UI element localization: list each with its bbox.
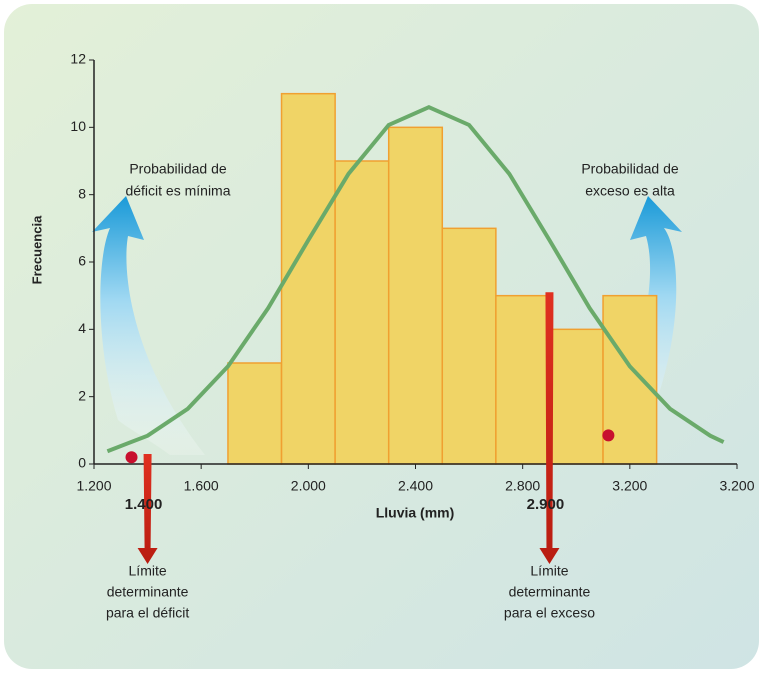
threshold-note: Límite	[129, 563, 167, 579]
threshold-note: para el déficit	[106, 605, 189, 621]
annotation: déficit es mínima	[125, 183, 230, 199]
threshold-note: Límite	[530, 563, 568, 579]
x-axis-label: Lluvia (mm)	[376, 505, 455, 521]
bar	[548, 328, 604, 465]
x-tick-label: 1.200	[76, 478, 111, 494]
y-tick-label: 4	[78, 320, 86, 336]
y-axis-label: Frecuencia	[29, 215, 44, 284]
annotation: Probabilidad de	[581, 161, 679, 177]
annotation: exceso es alta	[585, 183, 675, 199]
annotation: Probabilidad de	[129, 161, 227, 177]
x-tick-label: 2.400	[398, 478, 433, 494]
bar	[334, 160, 390, 465]
threshold-note: para el exceso	[504, 605, 595, 621]
bar	[441, 227, 497, 465]
y-tick-label: 8	[78, 185, 86, 201]
bar	[387, 126, 444, 465]
point	[602, 429, 615, 442]
bar	[280, 92, 336, 465]
x-tick-label: 3.200	[612, 478, 647, 494]
threshold-arrow	[137, 454, 158, 564]
y-tick-label: 2	[78, 387, 86, 403]
arrow-right	[600, 196, 682, 445]
threshold-note: determinante	[509, 584, 591, 600]
point	[125, 451, 138, 464]
threshold-note: determinante	[107, 584, 189, 600]
x-tick-label: 3.200	[719, 478, 754, 494]
arrow-left	[92, 196, 205, 455]
y-tick-label: 10	[70, 118, 86, 134]
x-tick-label: 2.800	[505, 478, 540, 494]
normal-curve	[106, 104, 725, 454]
bar	[495, 294, 551, 465]
threshold-label: 1.400	[125, 496, 163, 513]
x-tick-label: 2.000	[291, 478, 326, 494]
x-tick-label: 1.600	[184, 478, 219, 494]
threshold-arrow	[539, 292, 560, 564]
y-tick-label: 12	[70, 51, 86, 67]
threshold-label: 2.900	[527, 496, 565, 513]
bar	[227, 362, 283, 465]
y-tick-label: 0	[78, 455, 86, 471]
y-tick-label: 6	[78, 253, 86, 269]
